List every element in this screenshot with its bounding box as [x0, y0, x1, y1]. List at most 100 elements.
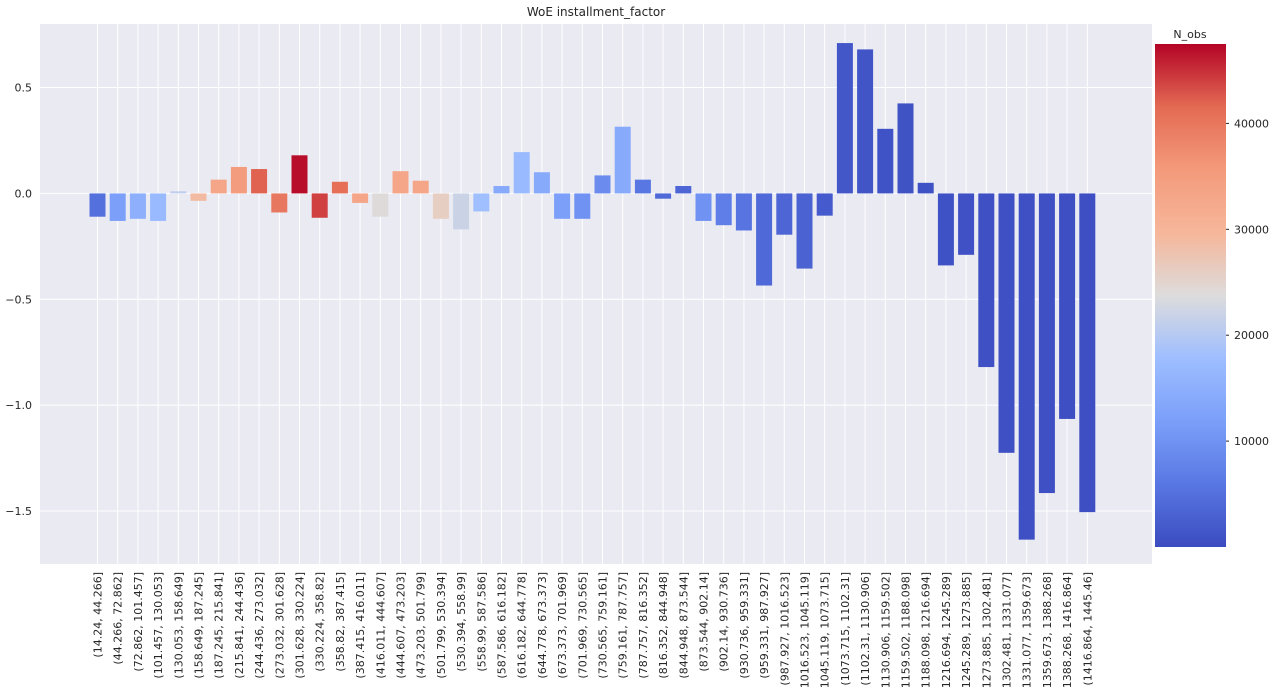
x-tick-label: (787.757, 816.352]: [637, 572, 650, 679]
bar: [331, 181, 348, 194]
colorbar-label: N_obs: [1173, 28, 1206, 41]
colorbar-tick-label: 20000: [1234, 329, 1269, 342]
x-tick-label: (187.245, 215.841]: [213, 572, 226, 679]
bar: [776, 193, 793, 235]
bar: [634, 179, 651, 194]
x-tick-label: (273.032, 301.628]: [273, 572, 286, 679]
x-tick-label: (72.862, 101.457]: [132, 572, 145, 672]
y-tick-label: 0.0: [15, 187, 33, 200]
bar: [614, 126, 631, 194]
y-tick-label: −1.0: [5, 399, 32, 412]
x-tick-label: (130.053, 158.649]: [172, 572, 185, 679]
x-tick-label: (1245.289, 1273.885]: [960, 572, 973, 687]
bar: [836, 43, 853, 194]
bar: [756, 193, 773, 286]
x-gridlines: [97, 24, 1088, 564]
bar: [109, 193, 126, 221]
bar: [998, 193, 1015, 453]
bar: [897, 103, 914, 194]
x-tick-label: (301.628, 330.224]: [294, 572, 307, 679]
bar: [695, 193, 712, 221]
x-tick-label: (873.544, 902.14]: [698, 572, 711, 672]
x-tick-label: (701.969, 730.565]: [576, 572, 589, 679]
x-tick-label: (1073.715, 1102.31]: [839, 572, 852, 686]
bar: [978, 193, 995, 368]
x-tick-label: (358.82, 387.415]: [334, 572, 347, 672]
x-tick-label: (987.927, 1016.523]: [778, 572, 791, 686]
bar: [89, 193, 106, 217]
bar: [958, 193, 975, 255]
bar: [453, 193, 470, 230]
x-tick-label: (530.394, 558.99]: [455, 572, 468, 672]
bar: [917, 182, 934, 194]
bar: [150, 193, 167, 221]
x-tick-label: (930.736, 959.331]: [738, 572, 751, 679]
bar: [1059, 193, 1076, 419]
x-tick-label: (644.778, 673.373]: [536, 572, 549, 679]
bar: [412, 180, 429, 194]
bar: [271, 193, 288, 213]
x-tick-label: (1159.502, 1188.098]: [900, 572, 913, 687]
bar: [473, 193, 490, 212]
x-tick-label: (1331.077, 1359.673]: [1021, 572, 1034, 687]
bar: [1018, 193, 1035, 540]
colorbar-tick-label: 30000: [1234, 223, 1269, 236]
x-tick-label: (730.565, 759.161]: [597, 572, 610, 679]
x-tick-label: (158.649, 187.245]: [193, 572, 206, 679]
x-tick-label: (1216.694, 1245.289]: [940, 572, 953, 687]
x-tick-label: (416.011, 444.607]: [374, 572, 387, 679]
x-tick-label: (587.586, 616.182]: [496, 572, 509, 679]
bar: [291, 155, 308, 194]
bar: [210, 179, 227, 194]
y-tick-label: 0.5: [15, 82, 33, 95]
x-tick-label: (14.24, 44.266]: [92, 572, 105, 658]
x-tick-labels: (14.24, 44.266] (44.266, 72.862] (72.862, …: [92, 572, 1095, 687]
x-tick-label: (387.415, 416.011]: [354, 572, 367, 679]
bar: [796, 193, 813, 269]
x-tick-label: (1188.098, 1216.694]: [920, 572, 933, 687]
x-tick-label: (1016.523, 1045.119]: [799, 572, 812, 687]
x-tick-label: (816.352, 844.948]: [657, 572, 670, 679]
bar: [129, 193, 146, 219]
plot-area: [40, 24, 1152, 564]
x-tick-label: (558.99, 587.586]: [475, 572, 488, 672]
bar: [513, 152, 530, 194]
x-tick-label: (1273.885, 1302.481]: [980, 572, 993, 687]
bar: [554, 193, 571, 219]
colorbar: [1155, 44, 1226, 547]
x-tick-label: (44.266, 72.862]: [112, 572, 125, 665]
chart-title: WoE installment_factor: [527, 5, 665, 19]
bars: [89, 43, 1096, 540]
x-tick-label: (330.224, 358.82]: [314, 572, 327, 672]
bar: [251, 169, 268, 194]
x-tick-label: (844.948, 873.544]: [677, 572, 690, 679]
x-tick-label: (616.182, 644.778]: [516, 572, 529, 679]
bar: [715, 193, 732, 226]
y-tick-label: −1.5: [5, 505, 32, 518]
bar: [675, 186, 692, 194]
x-tick-label: (473.203, 501.799]: [415, 572, 428, 679]
bar: [594, 175, 611, 194]
bar: [230, 166, 247, 194]
bar: [432, 193, 449, 219]
x-tick-label: (1388.268, 1416.864]: [1061, 572, 1074, 687]
bar: [392, 171, 409, 194]
x-tick-label: (902.14, 930.736]: [718, 572, 731, 672]
bar: [735, 193, 752, 231]
x-tick-label: (1045.119, 1073.715]: [819, 572, 832, 687]
x-tick-label: (501.799, 530.394]: [435, 572, 448, 679]
bar: [170, 191, 187, 194]
bar: [352, 193, 369, 203]
x-tick-label: (1416.864, 1445.46]: [1081, 572, 1094, 686]
x-tick-label: (673.373, 701.969]: [556, 572, 569, 679]
colorbar-tick-label: 40000: [1234, 117, 1269, 130]
x-tick-label: (444.607, 473.203]: [395, 572, 408, 679]
x-tick-label: (215.841, 244.436]: [233, 572, 246, 679]
bar: [311, 193, 328, 218]
bar: [493, 186, 510, 194]
x-tick-label: (1302.481, 1331.077]: [1001, 572, 1014, 687]
colorbar-ticks: 10000 20000 30000 40000: [1226, 117, 1269, 448]
x-tick-label: (101.457, 130.053]: [152, 572, 165, 679]
bar: [655, 193, 672, 199]
